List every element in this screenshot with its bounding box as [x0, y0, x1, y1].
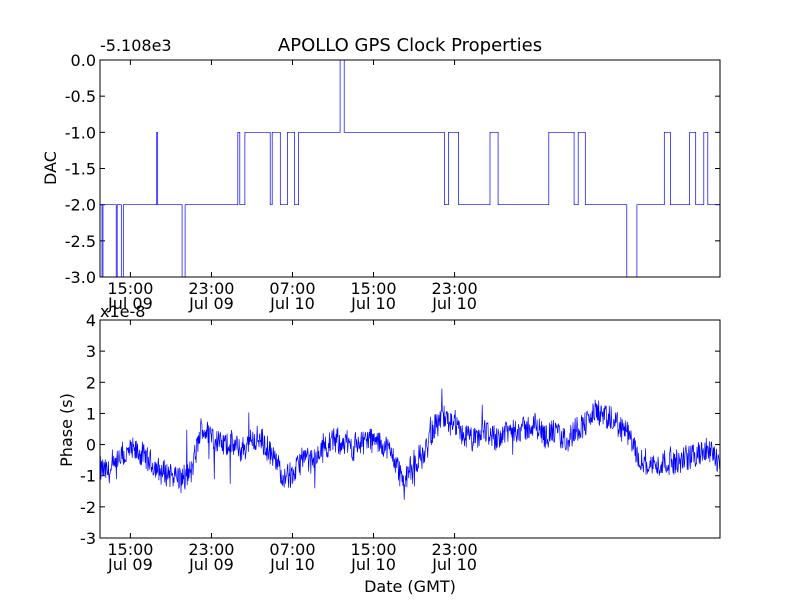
x-tick-label-time: 23:00 — [188, 540, 234, 559]
y-tick-label: -1.0 — [65, 123, 96, 142]
phase-offset-label: x1e-8 — [100, 302, 145, 321]
y-tick-label: 3 — [86, 342, 96, 361]
x-tick-label-time: 15:00 — [107, 279, 153, 298]
x-tick-label-date: Jul 09 — [188, 555, 234, 574]
x-tick-label-time: 07:00 — [269, 540, 315, 559]
x-tick-label-date: Jul 10 — [269, 294, 315, 313]
y-tick-label: -1 — [80, 467, 96, 486]
x-tick-label-date: Jul 10 — [269, 555, 315, 574]
x-tick-label-date: Jul 10 — [350, 294, 396, 313]
y-tick-label: -3 — [80, 529, 96, 548]
y-tick-label: -1.5 — [65, 160, 96, 179]
phase-x-axis-label: Date (GMT) — [364, 577, 456, 596]
phase-plot-frame — [99, 319, 721, 539]
y-tick-label: -0.5 — [65, 87, 96, 106]
x-tick-label-time: 07:00 — [269, 279, 315, 298]
x-tick-label-time: 15:00 — [350, 540, 396, 559]
x-tick-label-date: Jul 09 — [188, 294, 234, 313]
x-tick-label-date: Jul 09 — [107, 294, 153, 313]
y-tick-label: -3.0 — [65, 268, 96, 287]
phase-y-ticks: 4 3 2 1 0 -1 -2 -3 — [80, 311, 720, 548]
y-tick-label: -2 — [80, 498, 96, 517]
y-tick-label: 0 — [86, 436, 96, 455]
y-tick-label: -2.0 — [65, 196, 96, 215]
x-tick-label-date: Jul 10 — [431, 555, 477, 574]
y-tick-label: 1 — [86, 404, 96, 423]
x-tick-label-date: Jul 10 — [431, 294, 477, 313]
dac-panel: APOLLO GPS Clock Properties -5.108e3 DAC… — [41, 35, 721, 313]
y-tick-label: 0.0 — [71, 51, 96, 70]
y-tick-label: 2 — [86, 373, 96, 392]
x-tick-label-time: 15:00 — [350, 279, 396, 298]
x-tick-label-date: Jul 10 — [350, 555, 396, 574]
phase-series-line — [99, 388, 721, 500]
y-tick-label: -2.5 — [65, 232, 96, 251]
x-tick-label-time: 23:00 — [432, 279, 478, 298]
x-tick-label-time: 15:00 — [107, 540, 153, 559]
x-tick-label-time: 23:00 — [188, 279, 234, 298]
dac-offset-label: -5.108e3 — [100, 36, 172, 55]
chart-title: APOLLO GPS Clock Properties — [278, 35, 542, 56]
y-tick-label: 4 — [86, 311, 96, 330]
x-tick-label-time: 23:00 — [432, 540, 478, 559]
x-tick-label-date: Jul 09 — [107, 555, 153, 574]
dac-plot-frame — [99, 59, 721, 278]
phase-y-axis-label: Phase (s) — [57, 393, 76, 467]
dac-y-axis-label: DAC — [41, 151, 60, 185]
